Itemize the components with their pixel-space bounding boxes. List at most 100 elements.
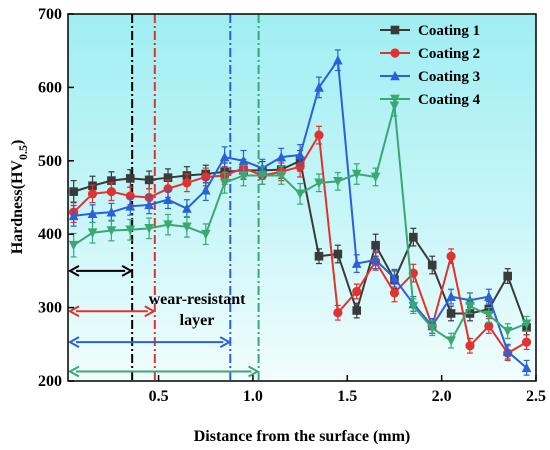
data-point [390,94,400,105]
data-point [125,191,135,201]
data-point [389,288,400,298]
data-point [351,258,362,268]
data-point [87,208,98,218]
data-point [125,225,136,236]
data-point [352,286,362,297]
series-coating-3 [68,49,532,376]
data-point [389,272,400,283]
data-point [163,173,173,182]
data-point [351,169,362,180]
arrow-head-right [248,365,260,378]
data-point [200,229,211,240]
data-point [106,206,117,217]
data-point [484,321,494,331]
y-tick-label: 400 [38,226,62,243]
arrow-head-right [121,265,134,277]
annotation-layer: layer [180,312,215,329]
data-point [295,149,305,160]
data-point [219,151,230,162]
data-point [295,162,305,172]
data-point [144,224,154,234]
data-point [87,228,98,239]
data-point [390,48,400,58]
legend-label: Coating 2 [418,46,480,62]
data-point [87,189,98,199]
data-point [276,171,287,181]
y-tick-label: 200 [38,373,62,390]
x-tick-label: 0.5 [149,388,169,405]
legend-label: Coating 1 [418,23,480,39]
data-point [314,251,324,261]
y-tick-label: 500 [38,153,62,170]
data-point [446,251,456,261]
arrow-head-left [67,305,80,318]
series-layer [68,49,532,376]
data-point [370,254,381,265]
y-axis-title: Hardness(HV0.5) [9,140,30,255]
data-point [484,291,494,301]
annotation-wear-resistant: wear-resistant [149,291,247,308]
data-point [427,323,438,334]
data-point [314,178,324,189]
y-tick-label: 600 [38,79,62,96]
data-point [107,176,116,185]
data-point [219,178,230,189]
data-point [182,203,192,213]
y-tick-label: 700 [38,6,62,23]
x-axis-ticks: 0.5 1.0 1.5 2.0 2.5 [149,375,546,405]
data-point [68,240,79,251]
plot-frame [67,13,537,382]
y-axis-ticks: 200 300 400 500 600 700 [38,6,74,390]
data-point [408,301,419,312]
data-point [333,177,343,187]
data-point [427,260,437,270]
x-tick-label: 2.5 [526,388,546,405]
arrow-head-left [67,336,80,348]
arrow-head-left [67,265,80,277]
legend-item: Coating 1 [380,23,480,39]
data-point [125,201,136,211]
series-coating-4 [68,94,532,349]
wear-layer-arrows [67,265,260,378]
data-point [238,155,249,166]
data-point [333,249,343,259]
data-point [125,174,135,183]
legend-item: Coating 3 [380,69,480,85]
data-point [503,271,512,281]
x-axis-title: Distance from the surface (mm) [194,428,411,445]
data-point [200,184,211,195]
data-point [106,226,117,236]
data-point [352,306,362,315]
data-point [295,189,305,200]
data-point [201,172,211,182]
arrow-head-right [219,336,232,348]
data-point [106,187,117,197]
data-point [389,101,400,112]
data-point [390,70,400,81]
data-point [446,336,456,346]
arrow-head-right [144,305,156,318]
data-point [68,210,79,221]
data-point [390,25,400,35]
legend-label: Coating 3 [418,69,480,85]
legend-item: Coating 4 [380,92,481,108]
x-tick-label: 1.5 [337,388,357,405]
y-tick-label: 300 [38,300,62,317]
data-point [521,337,532,347]
legend-item: Coating 2 [380,46,480,62]
data-point [276,151,287,162]
data-point [370,172,381,183]
data-point [163,220,173,230]
legend: Coating 1 Coating 2 Coating 3 Coating 4 [380,23,481,108]
data-point [446,309,456,318]
data-point [314,82,324,92]
data-point [465,341,475,351]
data-point [144,199,154,210]
data-point [69,187,78,196]
data-point [371,240,380,250]
data-point [182,178,192,188]
data-point [446,291,456,301]
data-point [333,308,343,318]
data-point [502,326,513,337]
